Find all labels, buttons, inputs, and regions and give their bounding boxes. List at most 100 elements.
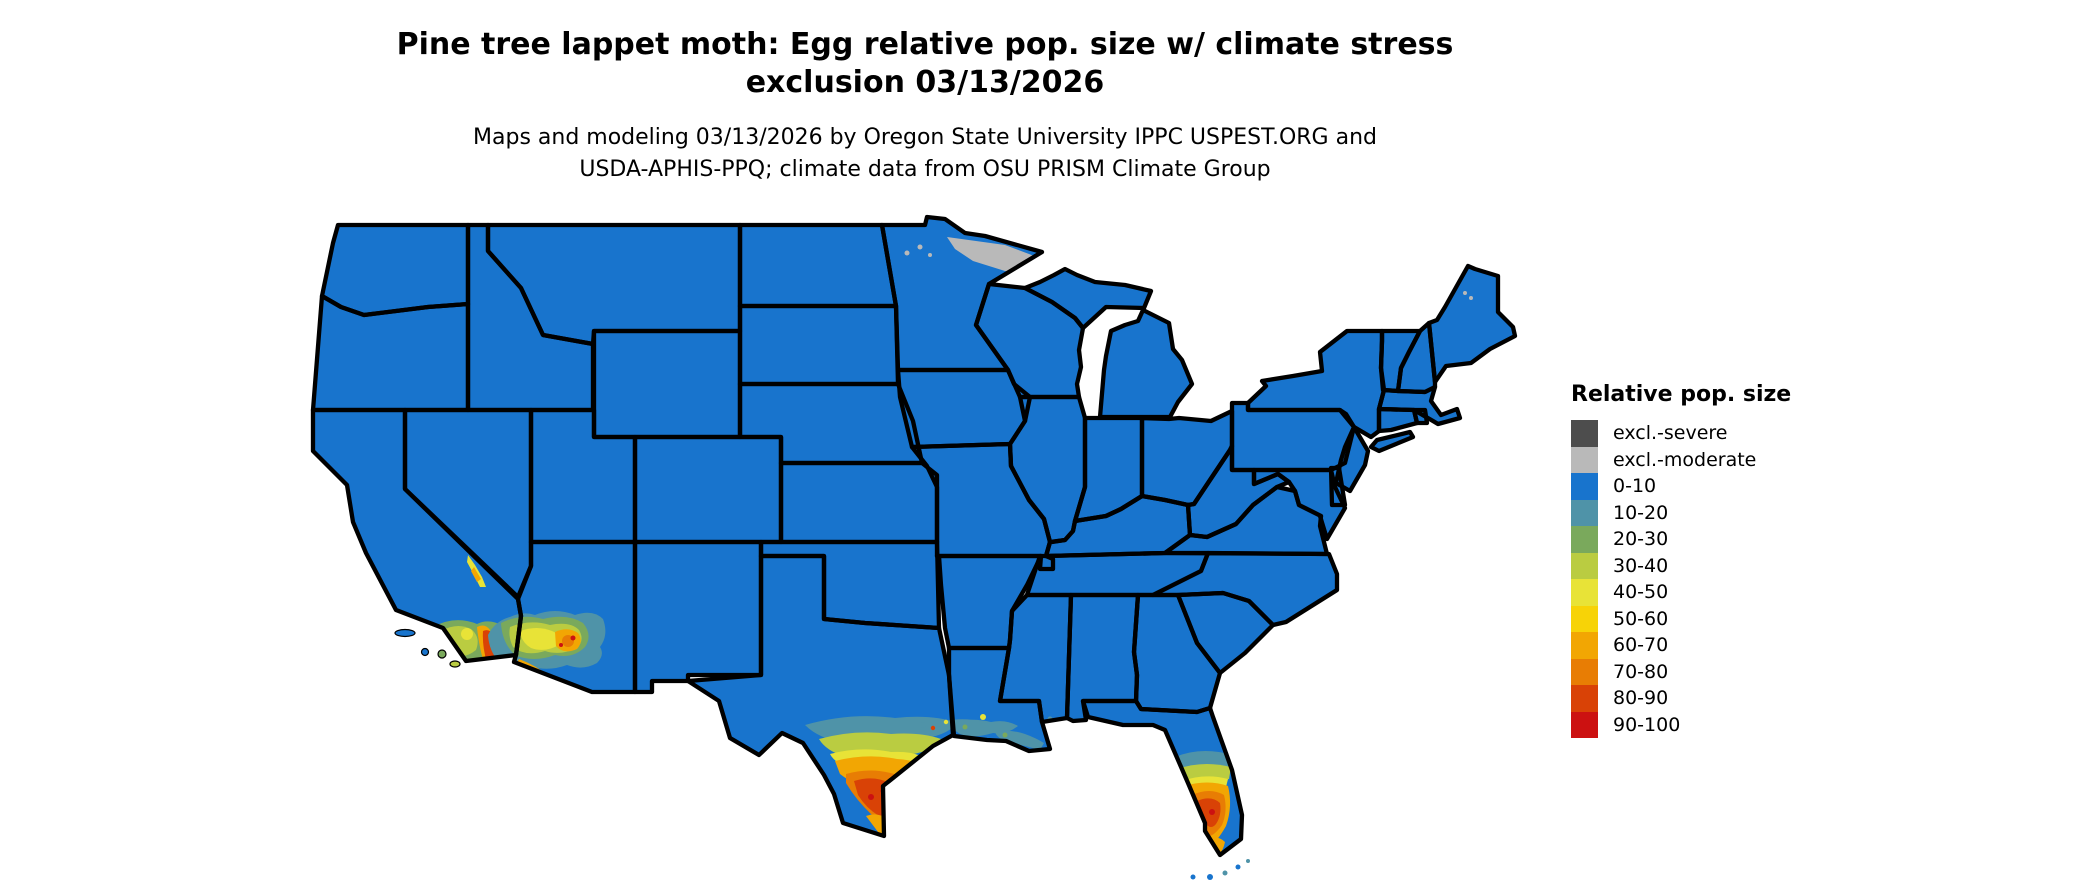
state-new-york-long-island — [1368, 429, 1416, 454]
state-michigan-upper — [1025, 269, 1151, 328]
state-ohio — [1142, 411, 1232, 505]
hotspot-louisiana-speck — [1002, 732, 1008, 738]
state-new-york-long-island — [1371, 432, 1413, 451]
state-north-carolina — [1153, 553, 1337, 625]
legend-label-b0: 0-10 — [1613, 475, 1657, 498]
hotspot-louisiana-speck — [962, 724, 968, 730]
legend-row-b40: 40-50 — [1571, 579, 1791, 606]
state-texas — [685, 553, 956, 839]
state-tennessee — [1027, 553, 1208, 595]
hotspot-south-texas-tip — [866, 814, 886, 836]
hotspot-south-texas-core — [868, 794, 874, 800]
channel-island — [420, 647, 430, 657]
legend-title: Relative pop. size — [1571, 382, 1792, 407]
us-map-svg — [310, 214, 1518, 880]
state-border-layer — [310, 214, 1518, 858]
legend-row-b80: 80-90 — [1571, 685, 1791, 712]
state-washington — [322, 225, 468, 315]
legend-swatch-b30 — [1571, 552, 1598, 579]
state-pennsylvania — [1232, 403, 1354, 470]
state-kansas — [781, 463, 937, 542]
state-iowa — [898, 370, 1030, 447]
state-alabama — [1067, 595, 1138, 721]
legend-row-b60: 60-70 — [1571, 632, 1791, 659]
hotspot-houston-speck — [920, 722, 926, 728]
state-new-mexico — [635, 542, 761, 692]
florida-key — [1246, 859, 1250, 863]
state-arkansas — [937, 556, 1041, 648]
state-montana — [488, 225, 740, 344]
channel-island — [394, 628, 416, 638]
hotspot-arizona-core — [559, 643, 563, 647]
state-north-carolina — [1150, 550, 1340, 628]
hotspot-minnesota-exclusion-speck — [904, 250, 910, 256]
state-nevada — [405, 410, 531, 597]
legend-label-excl_moderate: excl.-moderate — [1613, 448, 1757, 471]
state-new-york — [1248, 331, 1384, 437]
hotspot-arizona — [520, 628, 561, 650]
state-mississippi — [1000, 595, 1071, 722]
legend-row-b90: 90-100 — [1571, 711, 1791, 738]
state-utah — [531, 410, 635, 542]
legend-label-b50: 50-60 — [1613, 607, 1669, 630]
page-subtitle-line1: Maps and modeling 03/13/2026 by Oregon S… — [473, 125, 1377, 150]
state-georgia — [1134, 595, 1220, 712]
legend-swatch-b70 — [1571, 658, 1598, 685]
state-fill-layer — [313, 217, 1515, 855]
state-indiana — [1075, 418, 1142, 521]
legend-label-b90: 90-100 — [1613, 713, 1681, 736]
hotspot-louisiana-speck — [980, 714, 986, 720]
florida-key — [1235, 864, 1241, 870]
legend-row-b0: 0-10 — [1571, 473, 1791, 500]
state-missouri — [912, 444, 1053, 569]
hotspot-arizona-core — [570, 635, 576, 641]
state-idaho — [468, 225, 593, 410]
legend-row-b50: 50-60 — [1571, 605, 1791, 632]
hotspot-minnesota-exclusion-speck — [928, 253, 932, 257]
state-oregon — [313, 296, 468, 410]
hotspot-florida-core — [1209, 809, 1215, 815]
hotspot-florida-core — [1197, 798, 1221, 827]
hotspot-houston-speck — [930, 725, 936, 731]
page-subtitle-line2: USDA-APHIS-PPQ; climate data from OSU PR… — [579, 157, 1271, 182]
state-kentucky — [1046, 496, 1190, 556]
state-new-jersey — [1336, 427, 1368, 491]
channel-island — [449, 660, 461, 668]
state-illinois — [1010, 397, 1085, 542]
hotspot-socal — [461, 628, 473, 640]
legend-row-b10: 10-20 — [1571, 499, 1791, 526]
legend-swatch-b90 — [1571, 711, 1598, 738]
page-title: Pine tree lappet moth: Egg relative pop.… — [20, 26, 1830, 102]
state-north-dakota — [740, 225, 896, 306]
state-maine — [1429, 266, 1515, 382]
state-south-dakota — [740, 306, 898, 384]
legend-swatch-b10 — [1571, 499, 1598, 526]
legend-label-b60: 60-70 — [1613, 634, 1669, 657]
legend-label-excl_severe: excl.-severe — [1613, 422, 1728, 445]
legend: Relative pop. size excl.-severe excl.-mod… — [1571, 382, 1791, 738]
us-map — [305, 213, 1525, 885]
state-wyoming — [594, 331, 740, 437]
hotspot-houston-speck — [943, 719, 949, 725]
state-new-hampshire — [1398, 323, 1435, 392]
hotspot-houston-speck — [936, 726, 942, 732]
state-nebraska — [740, 384, 922, 463]
legend-label-b30: 30-40 — [1613, 554, 1669, 577]
channel-island — [437, 649, 447, 659]
legend-swatch-b20 — [1571, 526, 1598, 553]
hotspot-ca-nv-streak-core — [471, 567, 481, 582]
legend-row-b70: 70-80 — [1571, 658, 1791, 685]
state-connecticut — [1376, 406, 1420, 434]
hotspot-maine-exclusion-speck — [1469, 296, 1473, 300]
florida-key — [1207, 874, 1213, 880]
state-california — [313, 410, 521, 661]
legend-row-excl_moderate: excl.-moderate — [1571, 446, 1791, 473]
legend-label-b20: 20-30 — [1613, 528, 1669, 551]
legend-row-b30: 30-40 — [1571, 552, 1791, 579]
state-south-carolina — [1178, 593, 1273, 673]
legend-row-excl_severe: excl.-severe — [1571, 420, 1791, 447]
hotspot-maine-exclusion-speck — [1463, 291, 1467, 295]
state-new-jersey — [1333, 424, 1371, 494]
state-colorado — [635, 437, 781, 542]
page-title-line2: exclusion 03/13/2026 — [745, 65, 1105, 100]
